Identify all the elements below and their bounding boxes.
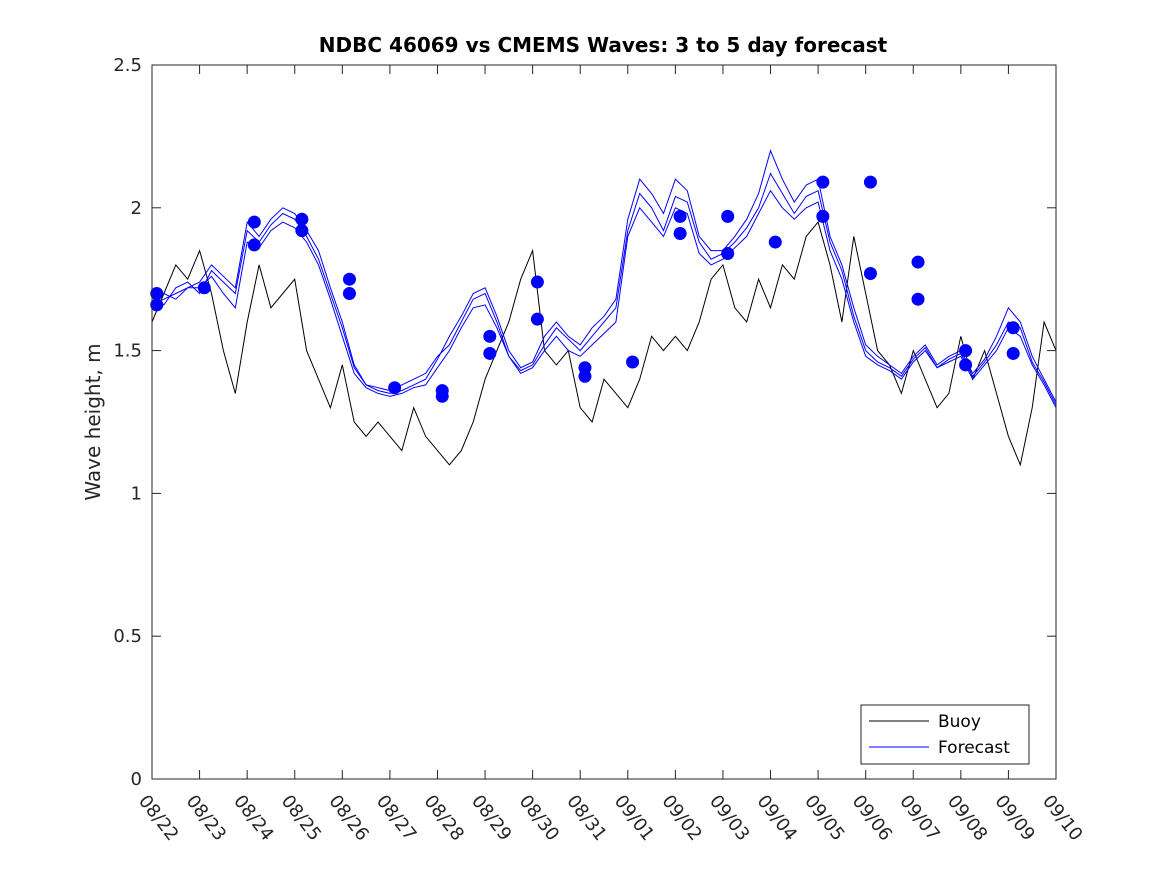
forecast-point: [342, 272, 356, 286]
plot-area: [152, 65, 1056, 779]
forecast-point: [295, 212, 309, 226]
y-tick-label: 2.5: [113, 55, 142, 76]
forecast-point: [863, 266, 877, 280]
forecast-point: [816, 175, 830, 189]
plot-frame: [151, 64, 1057, 780]
forecast-point: [247, 215, 261, 229]
forecast-point: [721, 246, 735, 260]
legend-forecast-label: Forecast: [938, 738, 1010, 758]
forecast-point: [673, 227, 687, 241]
chart-title: NDBC 46069 vs CMEMS Waves: 3 to 5 day fo…: [319, 33, 888, 57]
y-tick-label: 2: [131, 198, 142, 219]
forecast-point: [295, 224, 309, 238]
forecast-point: [342, 286, 356, 300]
forecast-point: [721, 209, 735, 223]
y-axis: 0 0.5 1 1.5 2 2.5: [113, 55, 1056, 790]
y-tick-label: 1.5: [113, 341, 142, 362]
forecast-point: [1006, 346, 1020, 360]
forecast-point: [483, 329, 497, 343]
forecast-point: [530, 312, 544, 326]
forecast-point: [197, 281, 211, 295]
forecast-point: [863, 175, 877, 189]
forecast-point: [911, 292, 925, 306]
forecast-point: [388, 381, 402, 395]
forecast-point: [530, 275, 544, 289]
forecast-point: [768, 235, 782, 249]
forecast-point: [435, 389, 449, 403]
forecast-series-line: [151, 189, 1057, 408]
forecast-point: [959, 358, 973, 372]
marker-layer: [150, 175, 1020, 403]
forecast-point: [816, 209, 830, 223]
forecast-point: [150, 298, 164, 312]
legend: Buoy Forecast: [860, 704, 1030, 765]
forecast-point: [626, 355, 640, 369]
forecast-point: [483, 346, 497, 360]
legend-box: [860, 704, 1030, 765]
forecast-point: [150, 286, 164, 300]
forecast-point: [247, 238, 261, 252]
legend-buoy-label: Buoy: [938, 712, 981, 732]
buoy-series-line: [151, 221, 1057, 467]
forecast-point: [1006, 321, 1020, 335]
y-tick-label: 1: [131, 483, 142, 504]
forecast-point: [673, 209, 687, 223]
forecast-point: [578, 369, 592, 383]
y-tick-label: 0.5: [113, 626, 142, 647]
y-axis-label: Wave height, m: [81, 343, 105, 500]
forecast-point: [911, 255, 925, 269]
y-tick-label: 0: [131, 769, 142, 790]
forecast-point: [959, 344, 973, 358]
